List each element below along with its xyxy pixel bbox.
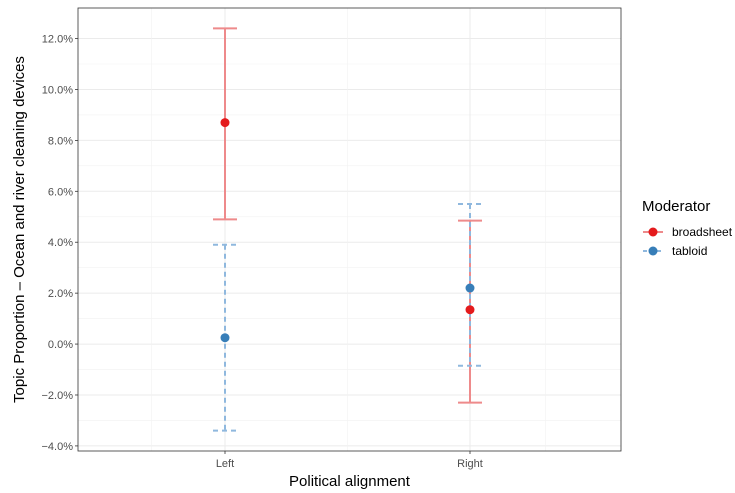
legend-item-broadsheet: broadsheet <box>643 225 733 239</box>
point-tabloid-left <box>220 333 230 343</box>
y-tick-label: 4.0% <box>48 237 73 249</box>
y-tick-label: 0.0% <box>48 339 73 351</box>
x-tick-label: Left <box>216 458 234 470</box>
y-tick-label: 6.0% <box>48 186 73 198</box>
legend-item-tabloid: tabloid <box>643 244 707 258</box>
grid <box>78 8 621 451</box>
data-points <box>220 118 475 343</box>
legend-title: Moderator <box>642 198 710 215</box>
point-broadsheet-left <box>220 118 230 128</box>
y-tick-label: 12.0% <box>42 34 73 46</box>
y-tick-label: −2.0% <box>42 390 74 402</box>
legend-key-point <box>648 227 658 237</box>
y-tick-label: 8.0% <box>48 135 73 147</box>
x-axis-title: Political alignment <box>289 473 411 490</box>
legend-label: broadsheet <box>672 225 733 239</box>
y-axis: −4.0% −2.0% 0.0% 2.0% 4.0% 6.0% 8.0% 10.0% 12.0% <box>42 34 78 453</box>
legend-label: tabloid <box>672 244 707 258</box>
x-axis: Left Right <box>216 451 483 470</box>
error-bar-tabloid <box>458 203 482 367</box>
x-tick-label: Right <box>457 458 483 470</box>
y-tick-label: −4.0% <box>42 441 74 453</box>
y-tick-label: 2.0% <box>48 288 73 300</box>
point-broadsheet-right <box>465 305 475 315</box>
legend-key-point <box>648 246 658 256</box>
panel-border <box>77 7 622 452</box>
y-tick-label: 10.0% <box>42 84 73 96</box>
legend: Moderator broadsheet tabloid <box>642 198 733 258</box>
point-tabloid-right <box>465 283 475 293</box>
y-axis-title: Topic Proportion – Ocean and river clean… <box>11 56 28 403</box>
